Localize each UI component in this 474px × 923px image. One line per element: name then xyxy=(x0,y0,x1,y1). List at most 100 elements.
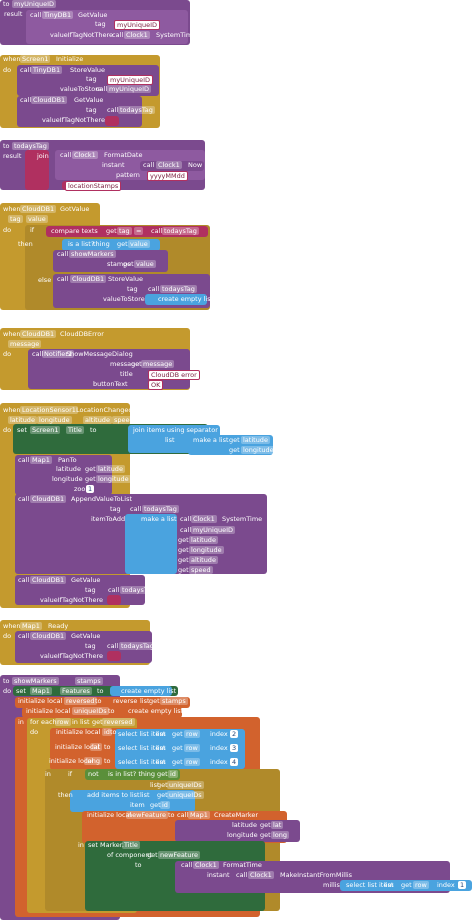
number-literal[interactable]: 1 xyxy=(86,485,95,493)
block-field[interactable]: longitude xyxy=(96,475,131,483)
block-field[interactable]: CloudDB1 xyxy=(30,576,67,584)
block-field[interactable]: CloudDB1 xyxy=(20,330,57,338)
block-field[interactable]: tag xyxy=(117,227,132,235)
block-field[interactable]: Map1 xyxy=(30,687,52,695)
block-field[interactable]: altitude xyxy=(83,416,112,424)
block-field[interactable]: row xyxy=(184,730,200,738)
block-field[interactable]: Map1 xyxy=(20,622,42,630)
block-field[interactable]: Screen1 xyxy=(20,55,51,63)
block-field[interactable]: row xyxy=(413,881,429,889)
block-field[interactable]: todaysTag xyxy=(118,106,155,114)
block-field[interactable]: = xyxy=(134,227,144,235)
block-field[interactable]: newFeature xyxy=(126,811,168,819)
string-literal[interactable]: yyyyMMdd xyxy=(147,171,188,181)
block-field[interactable]: todaysTag xyxy=(119,642,156,650)
string-literal[interactable]: CloudDB error xyxy=(148,370,200,380)
block-field[interactable]: uniqueIDs xyxy=(167,781,204,789)
block-field[interactable]: longitude xyxy=(241,446,276,454)
block-field[interactable]: CloudDB1 xyxy=(20,205,57,213)
block-field[interactable]: Title xyxy=(66,426,84,434)
block-field[interactable]: row xyxy=(55,718,71,726)
block-field[interactable]: Clock1 xyxy=(248,871,274,879)
block-field[interactable]: LocationSensor1 xyxy=(20,406,78,414)
block-field[interactable]: CloudDB1 xyxy=(31,96,68,104)
block-field[interactable]: Clock1 xyxy=(72,151,98,159)
block-field[interactable]: todaysTag xyxy=(162,227,199,235)
block-field[interactable]: todaysTag xyxy=(142,505,179,513)
block-field[interactable]: Clock1 xyxy=(191,515,217,523)
block-field[interactable]: newFeature xyxy=(158,851,200,859)
block-field[interactable]: speed xyxy=(112,416,136,424)
block-field[interactable]: stamps xyxy=(160,697,188,705)
block-field[interactable]: id xyxy=(168,770,178,778)
block-field[interactable]: Clock1 xyxy=(124,31,150,39)
block-field[interactable]: Title xyxy=(122,841,140,849)
block-field[interactable]: Features xyxy=(60,687,92,695)
block-field[interactable]: TinyDB1 xyxy=(42,11,74,19)
block-field[interactable]: row xyxy=(184,744,200,752)
block-field[interactable]: message xyxy=(141,360,175,368)
string-literal[interactable]: myUniqueID xyxy=(114,20,161,30)
block-field[interactable]: reversed xyxy=(102,718,135,726)
block-shape xyxy=(15,575,145,605)
block-label: get xyxy=(117,240,128,248)
block-field[interactable]: todaysTag xyxy=(12,142,49,150)
block-field[interactable]: Clock1 xyxy=(193,861,219,869)
number-literal[interactable]: 2 xyxy=(230,730,239,738)
block-field[interactable]: value xyxy=(26,215,48,223)
block-field[interactable]: Screen1 xyxy=(30,426,61,434)
block-label: longitude xyxy=(52,475,83,483)
number-literal[interactable]: 3 xyxy=(230,744,239,752)
block-label: valueIfTagNotThere xyxy=(40,596,103,604)
block-label: call xyxy=(18,632,30,640)
string-literal[interactable]: OK xyxy=(148,380,164,390)
block-field[interactable]: latitude xyxy=(96,465,125,473)
block-field[interactable]: lat xyxy=(90,743,103,751)
block-field[interactable]: CloudDB1 xyxy=(30,632,67,640)
block-field[interactable]: altitude xyxy=(189,556,218,564)
block-shape xyxy=(175,820,300,842)
block-field[interactable]: myUniqueID xyxy=(12,0,57,8)
block-field[interactable]: showMarkers xyxy=(69,250,116,258)
block-field[interactable]: todaysTag xyxy=(160,285,197,293)
block-field[interactable]: tag xyxy=(8,215,23,223)
block-field[interactable]: myUniqueID xyxy=(191,526,236,534)
number-literal[interactable]: 1 xyxy=(458,881,467,889)
block-field[interactable]: long xyxy=(271,831,290,839)
block-field[interactable]: lat xyxy=(271,821,284,829)
block-field[interactable]: longitude xyxy=(37,416,72,424)
block-field[interactable]: uniqueIDs xyxy=(167,791,204,799)
string-literal[interactable]: locationStamps xyxy=(65,181,122,191)
block-field[interactable]: long xyxy=(84,757,103,765)
block-field[interactable]: todaysTag xyxy=(120,586,157,594)
block-field[interactable]: id xyxy=(102,728,112,736)
block-field[interactable]: Clock1 xyxy=(156,161,182,169)
block-field[interactable]: id xyxy=(160,801,170,809)
block-field[interactable]: uniqueIDs xyxy=(72,707,109,715)
block-field[interactable]: row xyxy=(184,758,200,766)
block-field[interactable]: message xyxy=(8,340,42,348)
block-field[interactable]: myUniqueID xyxy=(107,85,152,93)
string-literal[interactable]: myUniqueID xyxy=(107,75,154,85)
block-field[interactable]: CloudDB1 xyxy=(30,495,67,503)
block-field[interactable]: latitude xyxy=(189,536,218,544)
block-field[interactable]: Notifier1 xyxy=(42,350,75,358)
block-field[interactable]: Map1 xyxy=(188,811,210,819)
block-field[interactable]: reversed xyxy=(64,697,97,705)
block-field[interactable]: value xyxy=(128,240,150,248)
block-field[interactable]: CloudDB1 xyxy=(70,275,107,283)
block-field[interactable]: longitude xyxy=(189,546,224,554)
block-label: call xyxy=(18,495,30,503)
block-field[interactable]: Map1 xyxy=(30,456,52,464)
block-field[interactable]: value xyxy=(134,260,156,268)
block-field[interactable]: latitude xyxy=(241,436,270,444)
number-literal[interactable]: 4 xyxy=(230,758,239,766)
block-field[interactable]: latitude xyxy=(8,416,37,424)
block-label: when xyxy=(3,622,21,630)
block-shape xyxy=(105,116,119,126)
block-field[interactable]: speed xyxy=(189,566,213,574)
block-field[interactable]: showMarkers xyxy=(12,677,59,685)
block-field[interactable]: stamps xyxy=(75,677,103,685)
block-field[interactable]: TinyDB1 xyxy=(31,66,63,74)
